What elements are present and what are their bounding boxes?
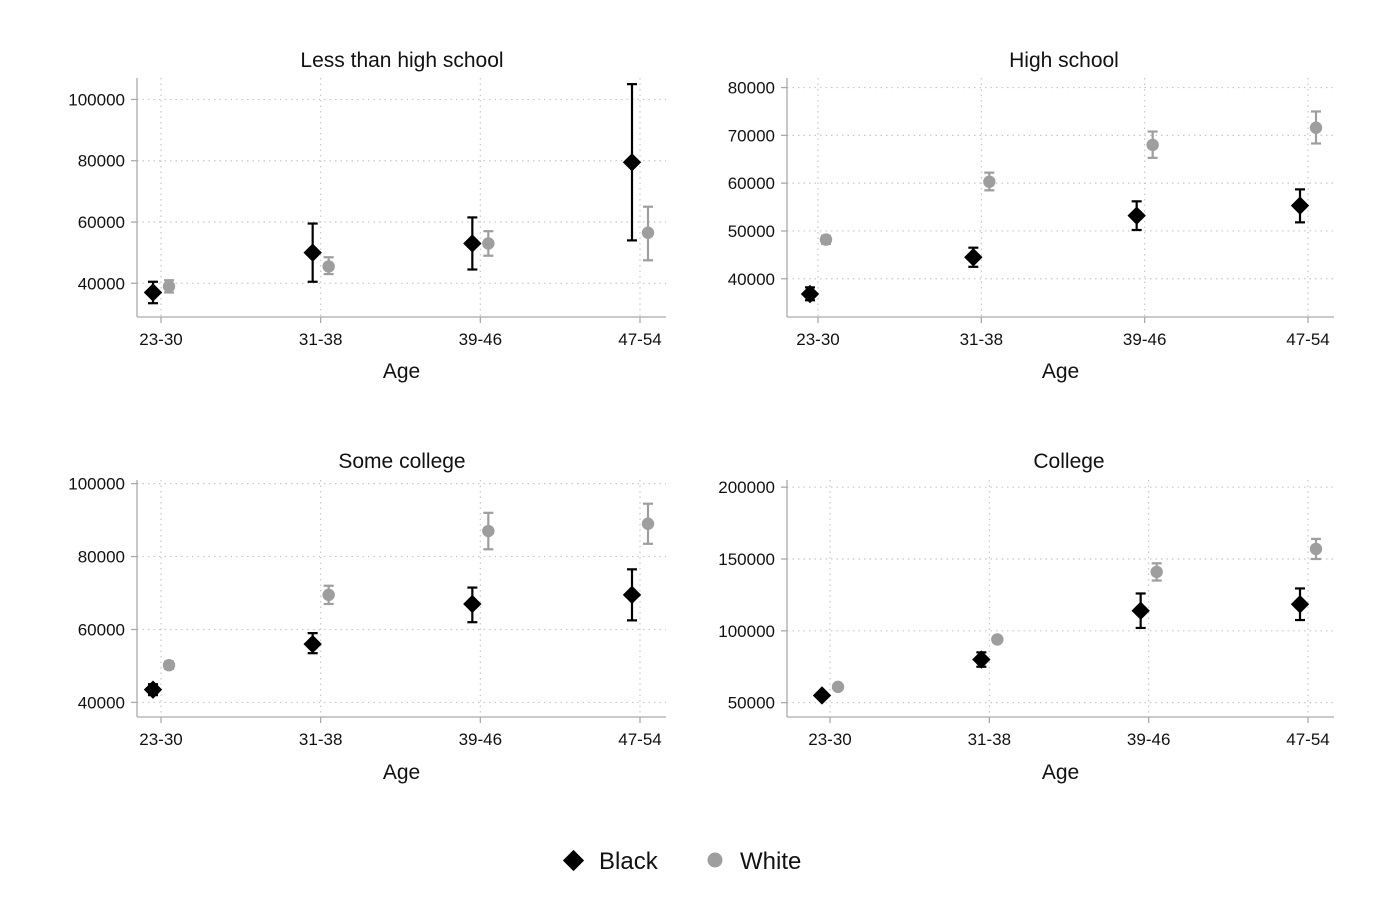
y-tick-label: 150000: [718, 550, 775, 569]
x-axis-title: Age: [1042, 761, 1079, 784]
data-point-white: [983, 175, 996, 188]
x-tick-label: 47-54: [618, 330, 661, 349]
data-point-white: [1150, 565, 1163, 579]
data-point-black: [1127, 206, 1146, 225]
panel-title: College: [1033, 450, 1104, 473]
panel-title: Some college: [338, 450, 465, 473]
x-tick-label: 39-46: [459, 730, 502, 749]
y-tick-label: 100000: [68, 90, 125, 109]
y-tick-label: 60000: [78, 213, 125, 232]
chart-panel-4: 50000 100000 150000 200000 23-30 31-38 39-46 47…: [718, 450, 1334, 784]
y-tick-label: 80000: [78, 548, 125, 567]
legend-white-label: White: [740, 848, 801, 875]
data-point-black: [622, 585, 642, 605]
y-tick-label: 40000: [78, 693, 125, 712]
data-point-white: [162, 280, 176, 293]
x-tick-label: 47-54: [1286, 730, 1329, 749]
data-point-black: [964, 248, 983, 267]
data-point-white: [831, 680, 845, 694]
x-tick-label: 39-46: [459, 330, 502, 349]
y-tick-label: 40000: [728, 270, 775, 289]
legend-item-black: Black: [562, 848, 659, 875]
legend-black-diamond-icon: [562, 849, 585, 872]
x-tick-label: 23-30: [139, 330, 182, 349]
data-point-black: [622, 153, 642, 172]
data-point-black: [463, 234, 482, 253]
legend-black-label: Black: [599, 848, 659, 875]
data-point-white: [482, 237, 495, 250]
legend-white-circle-icon: [707, 852, 723, 868]
data-point-black: [1131, 601, 1150, 620]
x-axis-title: Age: [383, 761, 420, 784]
x-tick-label: 31-38: [968, 730, 1011, 749]
data-point-black: [143, 283, 163, 302]
data-point-black: [143, 680, 163, 699]
y-tick-label: 60000: [78, 620, 125, 639]
y-tick-label: 40000: [78, 274, 125, 293]
data-point-white: [322, 260, 335, 273]
data-point-black: [812, 686, 832, 705]
data-point-white: [1309, 121, 1323, 134]
x-tick-label: 31-38: [299, 330, 342, 349]
x-axis-title: Age: [383, 360, 420, 383]
data-point-black: [303, 634, 322, 654]
data-point-white: [1309, 542, 1323, 556]
data-point-white: [482, 524, 495, 538]
chart-panel-3: 40000 60000 80000 100000 23-30 31-38 39-46 47-5…: [68, 450, 666, 784]
x-tick-label: 23-30: [796, 330, 839, 349]
x-tick-label: 39-46: [1123, 330, 1166, 349]
x-tick-label: 23-30: [139, 730, 182, 749]
data-point-black: [1290, 196, 1310, 215]
data-point-white: [819, 233, 833, 246]
data-point-black: [972, 650, 991, 669]
y-tick-label: 60000: [728, 174, 775, 193]
panel-title: High school: [1009, 49, 1119, 72]
data-point-white: [641, 226, 655, 239]
data-point-white: [162, 659, 176, 672]
y-tick-label: 50000: [728, 222, 775, 241]
y-tick-label: 80000: [78, 152, 125, 171]
y-tick-label: 50000: [728, 694, 775, 713]
chart-panel-2: 40000 50000 60000 70000 80000 23-30 31-38 39-46…: [728, 49, 1334, 383]
data-point-black: [303, 243, 322, 262]
data-point-white: [1146, 138, 1159, 152]
x-tick-label: 31-38: [299, 730, 342, 749]
data-point-white: [991, 633, 1004, 646]
x-tick-label: 23-30: [808, 730, 851, 749]
y-tick-label: 70000: [728, 126, 775, 145]
y-tick-label: 100000: [68, 475, 125, 494]
x-tick-label: 31-38: [960, 330, 1003, 349]
chart-panel-1: 40000 60000 80000 100000 23-30 31-38 39-46 47-5…: [68, 49, 666, 383]
x-axis-title: Age: [1042, 360, 1079, 383]
data-point-white: [322, 588, 335, 602]
data-point-black: [1290, 595, 1310, 614]
y-tick-label: 80000: [728, 79, 775, 98]
data-point-white: [641, 517, 655, 530]
y-tick-label: 200000: [718, 478, 775, 497]
x-tick-label: 47-54: [1286, 330, 1329, 349]
x-tick-label: 39-46: [1127, 730, 1170, 749]
legend: Black White: [0, 838, 1377, 882]
data-point-black: [463, 594, 482, 614]
legend-item-white: White: [707, 848, 801, 875]
data-point-black: [800, 284, 820, 304]
y-tick-label: 100000: [718, 622, 775, 641]
panel-title: Less than high school: [300, 49, 503, 72]
x-tick-label: 47-54: [618, 730, 661, 749]
